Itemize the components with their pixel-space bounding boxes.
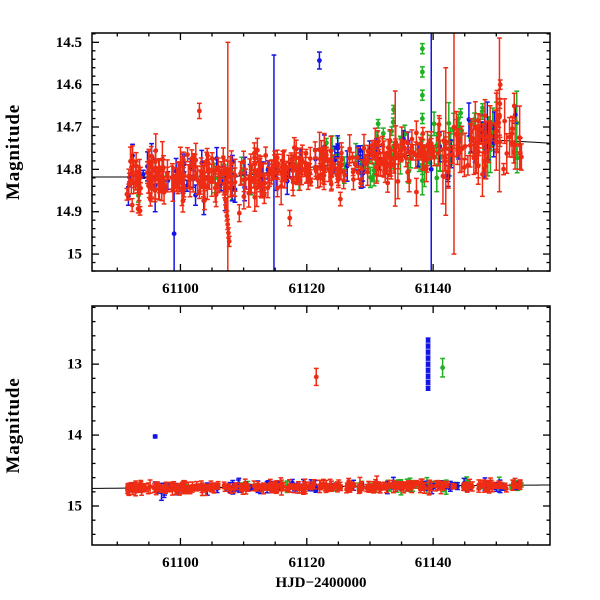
- svg-text:14: 14: [67, 428, 83, 444]
- svg-text:Magnitude: Magnitude: [3, 378, 24, 474]
- svg-text:14.6: 14.6: [56, 77, 83, 93]
- svg-text:61140: 61140: [415, 281, 452, 297]
- svg-text:Magnitude: Magnitude: [3, 104, 24, 200]
- svg-text:15: 15: [67, 498, 82, 514]
- svg-text:61120: 61120: [288, 281, 325, 297]
- svg-text:15: 15: [67, 247, 82, 263]
- svg-text:61100: 61100: [162, 555, 199, 571]
- svg-text:13: 13: [67, 357, 82, 373]
- svg-text:14.7: 14.7: [56, 120, 83, 136]
- svg-text:61140: 61140: [415, 555, 452, 571]
- svg-text:14.9: 14.9: [56, 204, 82, 220]
- svg-text:HJD−2400000: HJD−2400000: [275, 575, 366, 591]
- svg-text:14.8: 14.8: [56, 162, 82, 178]
- svg-text:61120: 61120: [288, 555, 325, 571]
- svg-text:14.5: 14.5: [56, 35, 82, 51]
- svg-text:61100: 61100: [162, 281, 199, 297]
